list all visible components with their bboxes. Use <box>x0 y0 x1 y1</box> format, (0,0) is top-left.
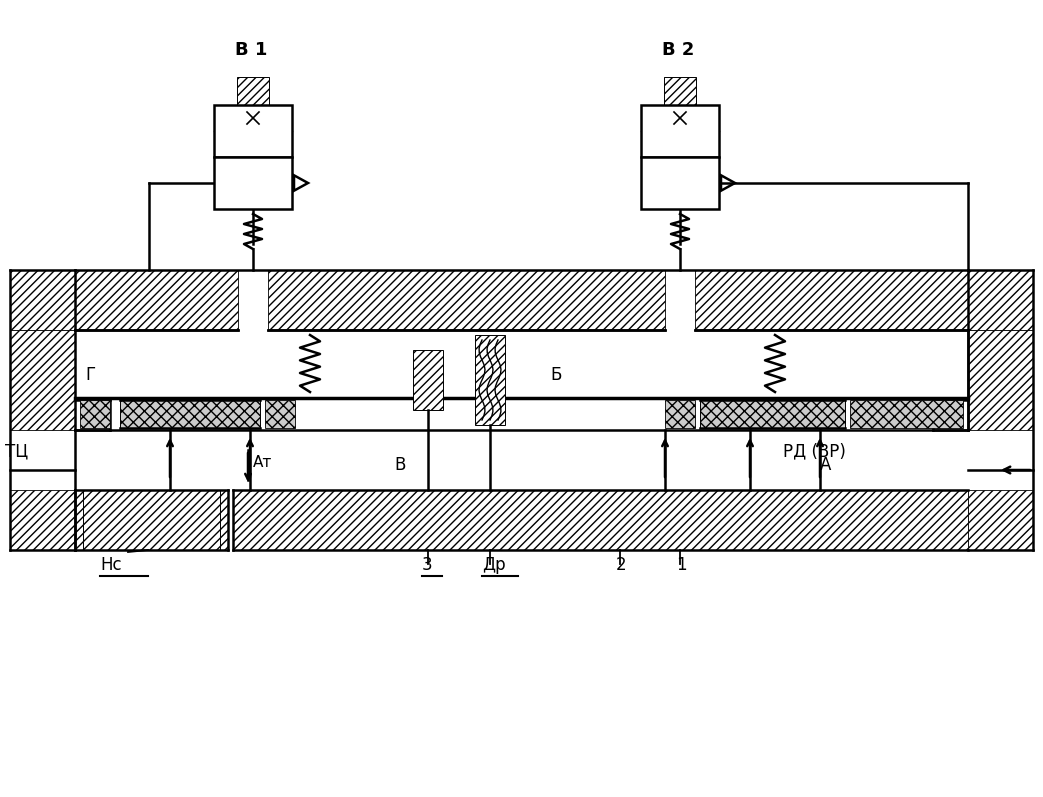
Text: 2: 2 <box>616 556 627 574</box>
Bar <box>10 270 75 330</box>
Text: Нс: Нс <box>100 556 122 574</box>
Bar <box>237 77 269 105</box>
Bar <box>968 330 1033 430</box>
Bar <box>968 490 1033 550</box>
Bar <box>214 105 292 157</box>
Bar <box>968 270 1033 330</box>
Text: Г: Г <box>84 366 95 384</box>
Bar <box>10 330 75 430</box>
Text: 3: 3 <box>422 556 433 574</box>
Text: В 2: В 2 <box>662 41 695 59</box>
Bar <box>695 270 968 330</box>
Bar <box>75 270 238 330</box>
Bar <box>475 335 505 425</box>
Text: В 1: В 1 <box>235 41 267 59</box>
Bar <box>75 490 228 550</box>
Bar <box>10 490 75 550</box>
Bar <box>700 400 845 428</box>
Bar <box>80 400 110 428</box>
Bar <box>665 400 695 428</box>
Bar <box>233 490 968 550</box>
Text: Др: Др <box>482 556 506 574</box>
Bar <box>641 157 719 209</box>
Bar <box>641 105 719 157</box>
Bar <box>120 400 260 428</box>
Text: Ат: Ат <box>253 454 272 469</box>
Bar <box>83 490 220 550</box>
Text: Б: Б <box>550 366 561 384</box>
Bar <box>413 350 443 410</box>
Text: 1: 1 <box>676 556 686 574</box>
Bar <box>214 157 292 209</box>
Text: А: А <box>820 456 831 474</box>
Bar <box>664 77 696 105</box>
Bar <box>268 270 665 330</box>
Bar <box>850 400 963 428</box>
Text: РД (ВР): РД (ВР) <box>783 442 846 460</box>
Bar <box>265 400 295 428</box>
Text: ТЦ: ТЦ <box>5 442 28 460</box>
Text: В: В <box>394 456 406 474</box>
